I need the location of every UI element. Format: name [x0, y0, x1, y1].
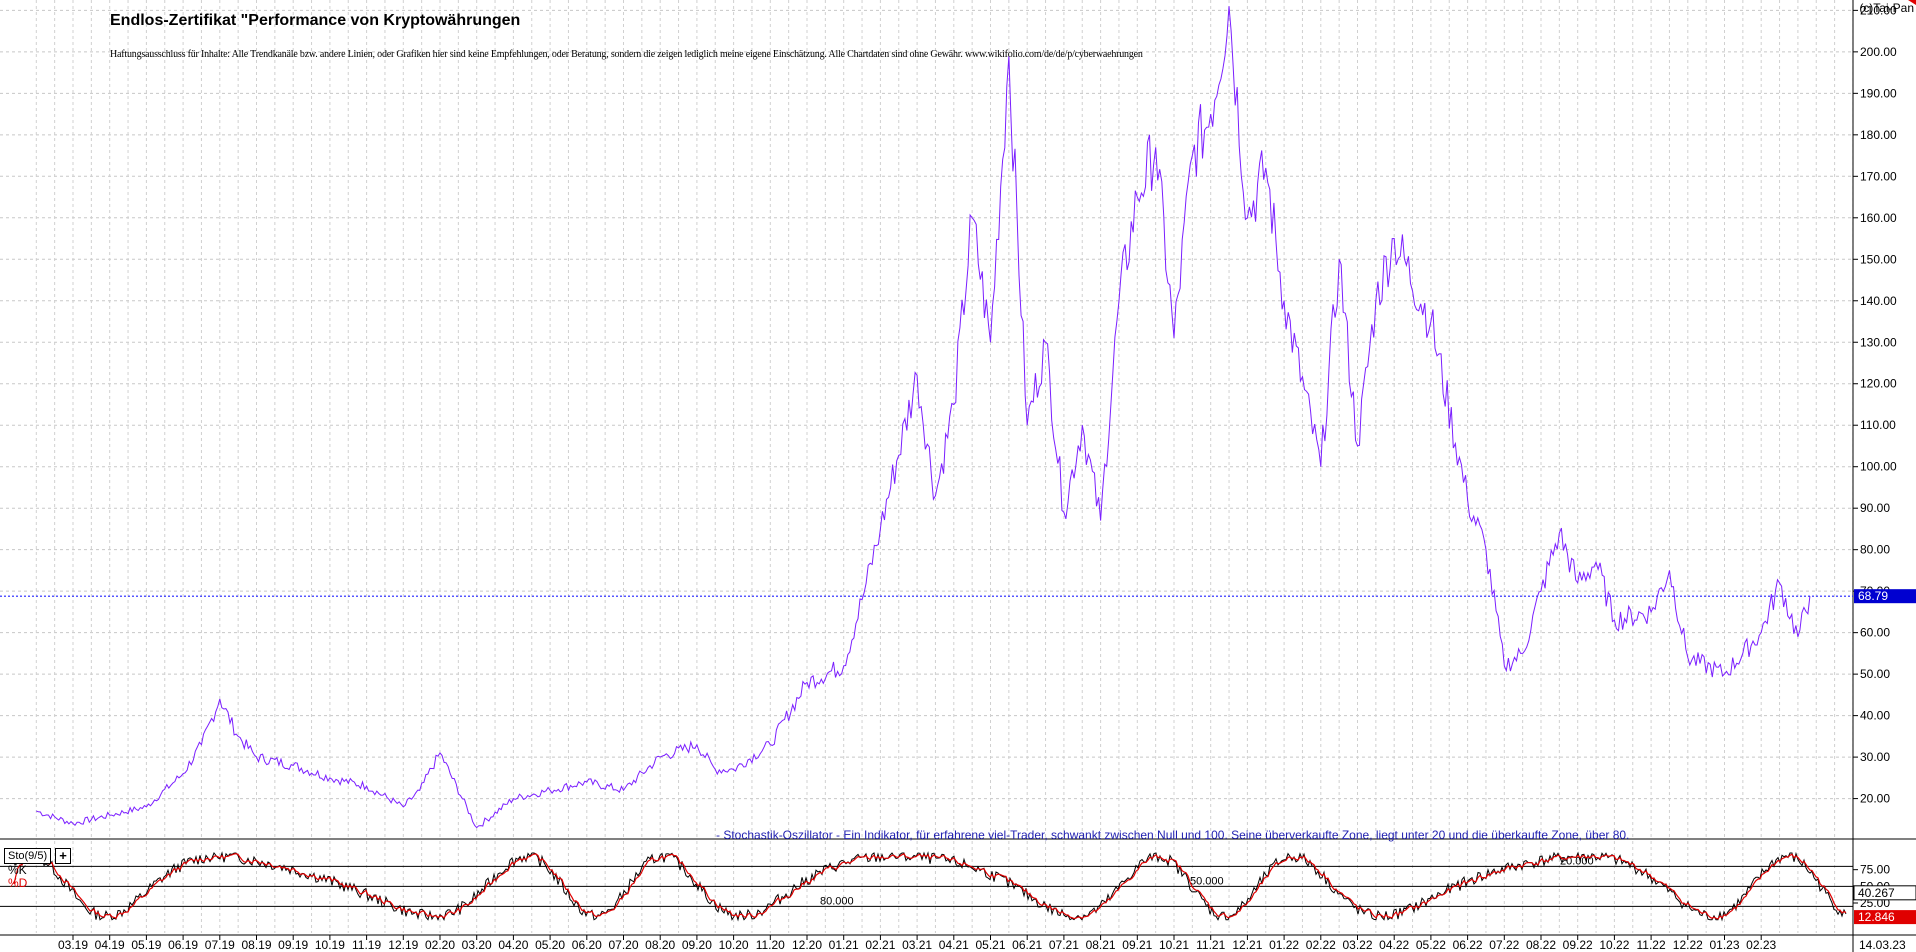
- x-tick-label: 02.20: [425, 938, 455, 952]
- d-series-line: [13, 852, 1847, 920]
- x-tick-label: 10.20: [719, 938, 749, 952]
- price-y-tick-label: 160.00: [1860, 211, 1897, 225]
- price-y-tick-label: 50.00: [1860, 667, 1890, 681]
- price-y-tick-label: 30.00: [1860, 750, 1890, 764]
- x-tick-label: 03.19: [58, 938, 88, 952]
- price-y-tick-label: 40.00: [1860, 709, 1890, 723]
- x-tick-label: 08.22: [1526, 938, 1556, 952]
- x-tick-label: 05.21: [975, 938, 1005, 952]
- x-tick-label: 02.23: [1746, 938, 1776, 952]
- price-y-tick-label: 180.00: [1860, 128, 1897, 142]
- x-tick-label: 05.22: [1416, 938, 1446, 952]
- x-tick-label: 12.20: [792, 938, 822, 952]
- x-tick-label: 07.22: [1489, 938, 1519, 952]
- last-k-label: 40.267: [1858, 886, 1895, 900]
- x-tick-label: 09.21: [1122, 938, 1152, 952]
- x-tick-label: 01.21: [829, 938, 859, 952]
- x-tick-label: 11.22: [1637, 938, 1666, 952]
- price-panel-background: [0, 0, 1853, 838]
- x-tick-label: 10.21: [1159, 938, 1189, 952]
- x-tick-label: 04.19: [95, 938, 125, 952]
- price-y-tick-label: 80.00: [1860, 543, 1890, 557]
- x-tick-label: 02.22: [1306, 938, 1336, 952]
- x-tick-label: 11.19: [352, 938, 381, 952]
- price-y-tick-label: 150.00: [1860, 252, 1897, 266]
- x-tick-label: 06.21: [1012, 938, 1042, 952]
- price-y-tick-label: 130.00: [1860, 335, 1897, 349]
- x-tick-label: 12.19: [388, 938, 418, 952]
- x-tick-label: 07.19: [205, 938, 235, 952]
- last-d-label: 12.846: [1858, 910, 1895, 924]
- x-tick-label: 07.20: [608, 938, 638, 952]
- price-y-tick-label: 90.00: [1860, 501, 1890, 515]
- sto-y-tick-label: 75.00: [1860, 863, 1890, 877]
- x-tick-label: 09.20: [682, 938, 712, 952]
- price-y-tick-label: 60.00: [1860, 626, 1890, 640]
- x-tick-label: 03.22: [1342, 938, 1372, 952]
- x-tick-label: 06.20: [572, 938, 602, 952]
- x-tick-label: 11.20: [756, 938, 785, 952]
- price-y-tick-label: 20.00: [1860, 792, 1890, 806]
- price-y-tick-label: 170.00: [1860, 169, 1897, 183]
- k-legend-label: %K: [8, 863, 27, 877]
- x-tick-label: 04.21: [939, 938, 969, 952]
- indicator-settings-button[interactable]: Sto(9/5): [4, 848, 52, 864]
- last-price-label: 68.79: [1858, 589, 1888, 603]
- d-legend-label: %D: [8, 876, 28, 890]
- price-y-tick-label: 100.00: [1860, 460, 1897, 474]
- x-tick-label: 08.19: [241, 938, 271, 952]
- corner-marker: [1908, 0, 1916, 5]
- price-y-tick-label: 120.00: [1860, 377, 1897, 391]
- price-y-tick-label: 210.00: [1860, 3, 1897, 17]
- x-tick-label: 05.20: [535, 938, 565, 952]
- x-tick-label: 12.22: [1673, 938, 1703, 952]
- x-tick-label: 09.22: [1563, 938, 1593, 952]
- price-y-tick-label: 190.00: [1860, 86, 1897, 100]
- last-k-tag: [1853, 885, 1916, 901]
- last-price-tag: [1854, 589, 1916, 604]
- last-date-label: 14.03.23: [1859, 938, 1906, 952]
- price-series-line: [36, 6, 1811, 829]
- x-tick-label: 05.19: [131, 938, 161, 952]
- x-tick-label: 08.21: [1086, 938, 1116, 952]
- x-tick-label: 11.21: [1196, 938, 1225, 952]
- stochastic-description: - Stochastik-Oszillator - Ein Indikator,…: [716, 828, 1630, 842]
- x-tick-label: 04.22: [1379, 938, 1409, 952]
- disclaimer-text: Haftungsausschluss für Inhalte: Alle Tre…: [110, 49, 1143, 60]
- x-tick-label: 02.21: [865, 938, 895, 952]
- x-tick-label: 07.21: [1049, 938, 1079, 952]
- price-y-tick-label: 200.00: [1860, 45, 1897, 59]
- price-y-tick-label: 110.00: [1860, 418, 1896, 432]
- x-tick-label: 08.20: [645, 938, 675, 952]
- x-tick-label: 06.22: [1453, 938, 1483, 952]
- x-tick-label: 09.19: [278, 938, 308, 952]
- x-tick-label: 10.22: [1599, 938, 1629, 952]
- x-tick-label: 03.20: [462, 938, 492, 952]
- x-tick-label: 01.22: [1269, 938, 1299, 952]
- x-tick-label: 04.20: [498, 938, 528, 952]
- copyright-label: (c)Tai-Pan: [1859, 1, 1914, 15]
- sto-level-label: 80.000: [820, 895, 854, 907]
- x-tick-label: 01.23: [1709, 938, 1739, 952]
- x-tick-label: 10.19: [315, 938, 345, 952]
- x-tick-label: 03.21: [902, 938, 932, 952]
- x-tick-label: 06.19: [168, 938, 198, 952]
- sto-level-label: 50.000: [1190, 875, 1224, 887]
- last-d-tag: [1854, 910, 1916, 925]
- x-tick-label: 12.21: [1232, 938, 1262, 952]
- chart-title: Endlos-Zertifikat "Performance von Krypt…: [110, 12, 521, 29]
- expand-indicator-button[interactable]: +: [55, 848, 71, 864]
- price-y-tick-label: 140.00: [1860, 294, 1897, 308]
